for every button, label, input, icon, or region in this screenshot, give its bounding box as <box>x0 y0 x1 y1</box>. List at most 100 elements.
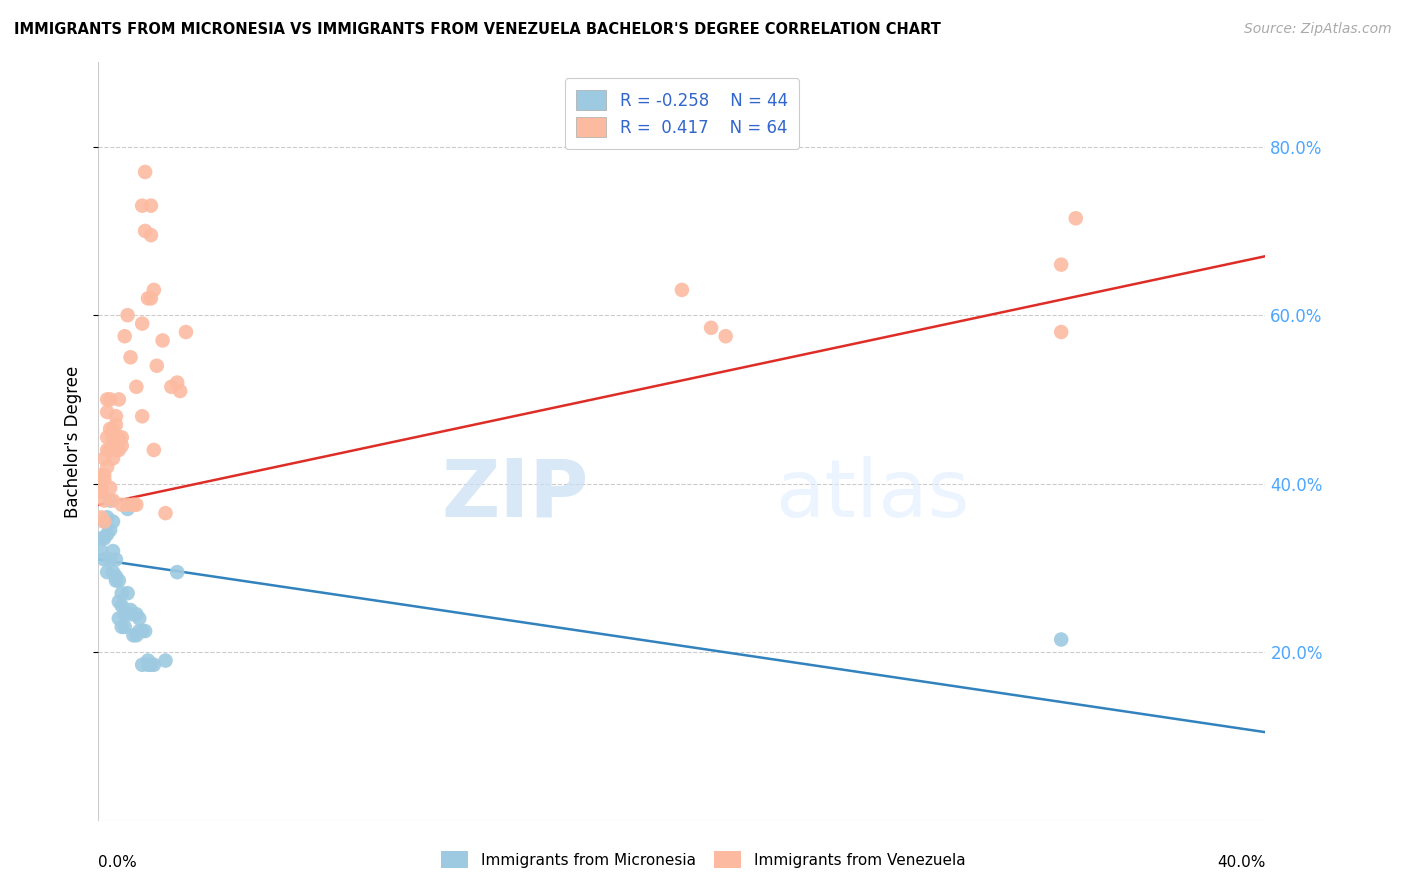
Point <box>101 439 124 453</box>
Point <box>142 442 165 457</box>
Point <box>98 481 121 495</box>
Point <box>125 628 148 642</box>
Point <box>96 430 118 444</box>
Point <box>142 657 165 672</box>
Point <box>120 607 142 622</box>
Text: IMMIGRANTS FROM MICRONESIA VS IMMIGRANTS FROM VENEZUELA BACHELOR'S DEGREE CORREL: IMMIGRANTS FROM MICRONESIA VS IMMIGRANTS… <box>14 22 941 37</box>
Point <box>125 607 148 622</box>
Point <box>93 451 115 466</box>
Point <box>93 473 115 487</box>
Point <box>111 599 134 613</box>
Point <box>128 611 150 625</box>
Point <box>104 552 127 566</box>
Point <box>101 451 124 466</box>
Point <box>120 351 142 365</box>
Point <box>166 565 188 579</box>
Point <box>1050 325 1073 339</box>
Point <box>93 552 115 566</box>
Text: 0.0%: 0.0% <box>98 855 138 870</box>
Point <box>111 498 134 512</box>
Point <box>114 620 136 634</box>
Point <box>117 308 139 322</box>
Point <box>117 502 139 516</box>
Point <box>146 359 169 373</box>
Point <box>93 493 115 508</box>
Point <box>700 320 723 334</box>
Point <box>1050 632 1073 647</box>
Point <box>139 228 162 243</box>
Point <box>108 442 131 457</box>
Point <box>114 329 136 343</box>
Point <box>160 380 183 394</box>
Point <box>98 392 121 407</box>
Point <box>166 376 188 390</box>
Legend: R = -0.258    N = 44, R =  0.417    N = 64: R = -0.258 N = 44, R = 0.417 N = 64 <box>565 78 799 149</box>
Point <box>108 430 131 444</box>
Point <box>136 291 159 305</box>
Point <box>131 624 153 639</box>
Point <box>169 384 191 398</box>
Point <box>174 325 197 339</box>
Point <box>90 532 112 546</box>
Point <box>714 329 737 343</box>
Point <box>111 439 134 453</box>
Point <box>98 422 121 436</box>
Text: Source: ZipAtlas.com: Source: ZipAtlas.com <box>1244 22 1392 37</box>
Point <box>152 334 174 348</box>
Point <box>131 657 153 672</box>
Point <box>120 603 142 617</box>
Point <box>117 498 139 512</box>
Point <box>142 283 165 297</box>
Point <box>96 527 118 541</box>
Point <box>125 498 148 512</box>
Point <box>98 493 121 508</box>
Point <box>139 657 162 672</box>
Point <box>134 165 156 179</box>
Point <box>96 405 118 419</box>
Point <box>111 586 134 600</box>
Point <box>114 607 136 622</box>
Text: 40.0%: 40.0% <box>1218 855 1265 870</box>
Point <box>155 506 177 520</box>
Point <box>111 620 134 634</box>
Point <box>96 392 118 407</box>
Point <box>108 574 131 588</box>
Point <box>101 422 124 436</box>
Point <box>108 392 131 407</box>
Point <box>101 565 124 579</box>
Point <box>96 459 118 474</box>
Point <box>90 468 112 483</box>
Point <box>93 515 115 529</box>
Point <box>104 417 127 432</box>
Point <box>104 434 127 449</box>
Point <box>90 481 112 495</box>
Point <box>101 430 124 444</box>
Point <box>93 468 115 483</box>
Point <box>134 624 156 639</box>
Point <box>108 594 131 608</box>
Point <box>101 515 124 529</box>
Point <box>90 544 112 558</box>
Point <box>125 380 148 394</box>
Point <box>98 442 121 457</box>
Point <box>104 569 127 583</box>
Text: atlas: atlas <box>775 456 970 533</box>
Point <box>122 628 145 642</box>
Point <box>90 510 112 524</box>
Point <box>671 283 693 297</box>
Point <box>139 291 162 305</box>
Point <box>96 565 118 579</box>
Legend: Immigrants from Micronesia, Immigrants from Venezuela: Immigrants from Micronesia, Immigrants f… <box>433 844 973 875</box>
Point <box>111 430 134 444</box>
Point <box>128 624 150 639</box>
Point <box>104 574 127 588</box>
Point <box>101 544 124 558</box>
Y-axis label: Bachelor's Degree: Bachelor's Degree <box>65 366 83 517</box>
Point <box>131 199 153 213</box>
Point <box>136 657 159 672</box>
Point <box>108 611 131 625</box>
Point <box>131 409 153 424</box>
Point <box>98 523 121 537</box>
Point <box>104 409 127 424</box>
Point <box>134 224 156 238</box>
